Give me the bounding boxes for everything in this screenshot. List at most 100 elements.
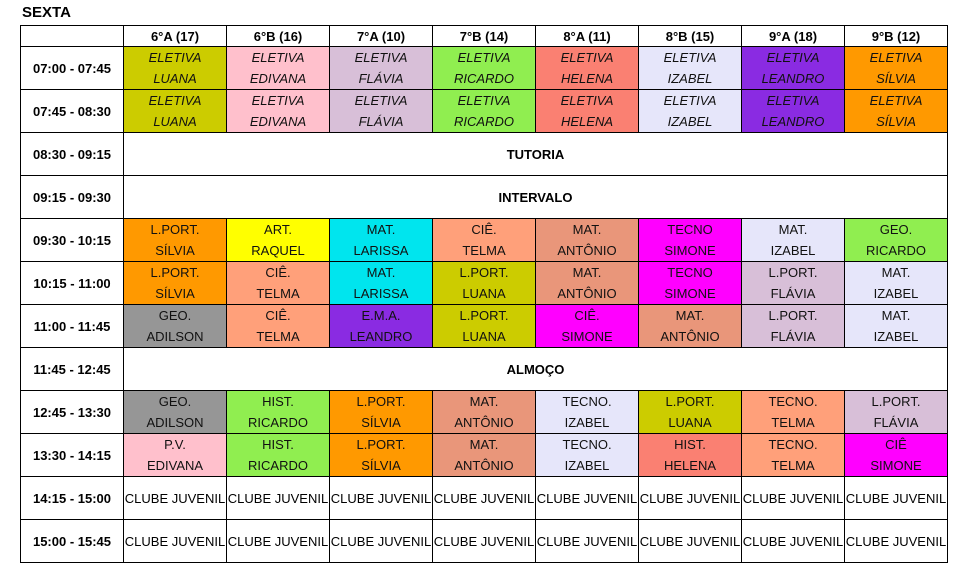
teacher-label: ANTÔNIO xyxy=(557,243,617,258)
lesson-cell: CIÊ. TELMA xyxy=(226,261,330,305)
club-cell: CLUBE JUVENIL xyxy=(432,519,536,563)
subject-label: HIST. xyxy=(262,394,294,409)
time-slot: 09:30 - 10:15 xyxy=(20,218,124,262)
teacher-label: LEANDRO xyxy=(349,329,413,344)
lesson-cell: CIÊ. SIMONE xyxy=(535,304,639,348)
club-label: CLUBE JUVENIL xyxy=(845,533,947,549)
teacher-label: IZABEL xyxy=(770,243,816,258)
lesson-cell: CIÊ SIMONE xyxy=(844,433,948,477)
subject-label: CIÊ xyxy=(885,437,907,452)
subject-label: TECNO. xyxy=(562,437,612,452)
time-slot: 12:45 - 13:30 xyxy=(20,390,124,434)
schedule-row: 14:15 - 15:00 CLUBE JUVENIL CLUBE JUVENIL C… xyxy=(20,476,948,520)
subject-label: HIST. xyxy=(674,437,706,452)
teacher-label: LEANDRO xyxy=(761,114,825,129)
club-label: CLUBE JUVENIL xyxy=(124,490,226,506)
lesson-cell: TECNO. TELMA xyxy=(741,433,845,477)
lesson-cell: ELETIVA LEANDRO xyxy=(741,46,845,90)
lesson-cell: ELETIVA SÍLVIA xyxy=(844,89,948,133)
teacher-label: SIMONE xyxy=(664,286,716,301)
subject-label: MAT. xyxy=(469,394,499,409)
lesson-cell: L.PORT. SÍLVIA xyxy=(123,261,227,305)
teacher-label: IZABEL xyxy=(564,458,610,473)
club-label: CLUBE JUVENIL xyxy=(330,533,432,549)
teacher-label: IZABEL xyxy=(667,71,713,86)
teacher-label: ANTÔNIO xyxy=(454,458,514,473)
teacher-label: TELMA xyxy=(771,415,815,430)
club-cell: CLUBE JUVENIL xyxy=(638,476,742,520)
subject-label: ELETIVA xyxy=(354,50,408,65)
teacher-label: RICARDO xyxy=(454,71,514,86)
subject-label: CIÊ. xyxy=(574,308,600,323)
club-cell: CLUBE JUVENIL xyxy=(535,476,639,520)
lesson-cell: MAT. ANTÔNIO xyxy=(535,218,639,262)
teacher-label: ANTÔNIO xyxy=(660,329,720,344)
club-label: CLUBE JUVENIL xyxy=(845,490,947,506)
subject-label: ELETIVA xyxy=(869,93,923,108)
teacher-label: SÍLVIA xyxy=(361,458,401,473)
teacher-label: FLÁVIA xyxy=(358,71,404,86)
club-label: CLUBE JUVENIL xyxy=(227,490,329,506)
teacher-label: ADILSON xyxy=(146,329,204,344)
lesson-cell: E.M.A. LEANDRO xyxy=(329,304,433,348)
club-cell: CLUBE JUVENIL xyxy=(329,476,433,520)
time-slot: 07:00 - 07:45 xyxy=(20,46,124,90)
schedule-row: 07:45 - 08:30 ELETIVA LUANA ELETIVA EDIVANA E… xyxy=(20,89,948,133)
club-cell: CLUBE JUVENIL xyxy=(329,519,433,563)
lesson-cell: ELETIVA HELENA xyxy=(535,89,639,133)
lesson-cell: CIÊ. TELMA xyxy=(226,304,330,348)
lesson-cell: ELETIVA HELENA xyxy=(535,46,639,90)
lesson-cell: MAT. ANTÔNIO xyxy=(432,433,536,477)
lesson-cell: MAT. IZABEL xyxy=(741,218,845,262)
club-cell: CLUBE JUVENIL xyxy=(123,476,227,520)
teacher-label: SÍLVIA xyxy=(876,71,916,86)
lesson-cell: ELETIVA LUANA xyxy=(123,89,227,133)
class-header-9b: 9°B (12) xyxy=(844,25,948,47)
teacher-label: RICARDO xyxy=(866,243,926,258)
lesson-cell: L.PORT. LUANA xyxy=(638,390,742,434)
lesson-cell: L.PORT. SÍLVIA xyxy=(123,218,227,262)
lesson-cell: ELETIVA IZABEL xyxy=(638,89,742,133)
teacher-label: RAQUEL xyxy=(251,243,305,258)
club-cell: CLUBE JUVENIL xyxy=(226,519,330,563)
subject-label: ELETIVA xyxy=(354,93,408,108)
club-label: CLUBE JUVENIL xyxy=(433,490,535,506)
teacher-label: TELMA xyxy=(256,329,300,344)
subject-label: GEO. xyxy=(879,222,913,237)
subject-label: ELETIVA xyxy=(148,93,202,108)
teacher-label: RICARDO xyxy=(248,458,308,473)
lesson-cell: TECNO. TELMA xyxy=(741,390,845,434)
lesson-cell: ELETIVA EDIVANA xyxy=(226,89,330,133)
time-slot: 11:45 - 12:45 xyxy=(20,347,124,391)
club-label: CLUBE JUVENIL xyxy=(742,533,844,549)
club-label: CLUBE JUVENIL xyxy=(639,490,741,506)
club-cell: CLUBE JUVENIL xyxy=(123,519,227,563)
lesson-cell: P.V. EDIVANA xyxy=(123,433,227,477)
club-cell: CLUBE JUVENIL xyxy=(432,476,536,520)
teacher-label: LUANA xyxy=(668,415,712,430)
subject-label: L.PORT. xyxy=(356,437,406,452)
lesson-cell: L.PORT. SÍLVIA xyxy=(329,390,433,434)
teacher-label: SÍLVIA xyxy=(361,415,401,430)
club-cell: CLUBE JUVENIL xyxy=(535,519,639,563)
time-slot: 08:30 - 09:15 xyxy=(20,132,124,176)
teacher-label: FLÁVIA xyxy=(770,286,816,301)
lesson-cell: GEO. ADILSON xyxy=(123,390,227,434)
club-label: CLUBE JUVENIL xyxy=(433,533,535,549)
lesson-cell: ELETIVA LUANA xyxy=(123,46,227,90)
subject-label: ELETIVA xyxy=(869,50,923,65)
corner-cell xyxy=(20,25,124,47)
subject-label: TECNO xyxy=(667,222,713,237)
subject-label: P.V. xyxy=(164,437,186,452)
schedule-row: 09:30 - 10:15 L.PORT. SÍLVIA ART. RAQUEL MAT.… xyxy=(20,218,948,262)
lesson-cell: L.PORT. SÍLVIA xyxy=(329,433,433,477)
lesson-cell: ART. RAQUEL xyxy=(226,218,330,262)
schedule-row: 11:00 - 11:45 GEO. ADILSON CIÊ. TELMA E.M.A. L… xyxy=(20,304,948,348)
subject-label: L.PORT. xyxy=(768,308,818,323)
subject-label: MAT. xyxy=(366,265,396,280)
subject-label: ELETIVA xyxy=(148,50,202,65)
subject-label: ELETIVA xyxy=(766,93,820,108)
club-cell: CLUBE JUVENIL xyxy=(741,519,845,563)
lesson-cell: MAT. LARISSA xyxy=(329,218,433,262)
lesson-cell: TECNO. IZABEL xyxy=(535,433,639,477)
